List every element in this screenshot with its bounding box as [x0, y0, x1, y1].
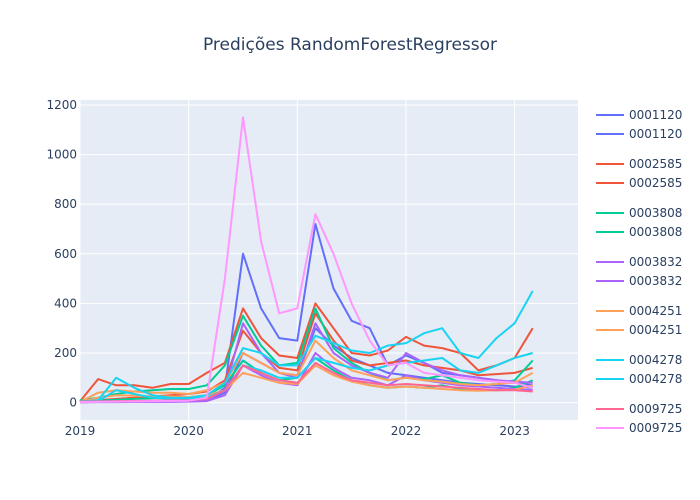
legend-label: 0002585 [629, 176, 682, 190]
series-line-0003808-4 [79, 307, 534, 402]
y-tick-label: 1200 [46, 98, 77, 112]
legend-item[interactable]: 0003808 [596, 225, 682, 239]
legend-label: 0009725 [629, 402, 682, 416]
series-line-0002585-2 [79, 302, 534, 403]
legend-item[interactable]: 0003832 [596, 255, 682, 269]
legend-label: 0004278 [629, 353, 682, 367]
x-tick-label: 2021 [282, 424, 313, 438]
series-line-0009725-13 [79, 116, 533, 404]
legend-item[interactable]: 0009725 [596, 421, 682, 435]
legend-item[interactable]: 0009725 [596, 402, 682, 416]
y-tick-label: 200 [54, 346, 77, 360]
legend-item[interactable]: 0004278 [596, 353, 682, 367]
x-axis-ticks: 2019 2020 2021 2022 2023 [65, 424, 530, 438]
legend-item[interactable]: 0002585 [596, 176, 682, 190]
legend-label: 0001120 [629, 127, 682, 141]
chart-title: Predições RandomForestRegressor [203, 35, 497, 55]
x-tick-label: 2023 [499, 424, 530, 438]
legend-item[interactable]: 0004278 [596, 372, 682, 386]
legend-label: 0003808 [629, 225, 682, 239]
x-tick-label: 2020 [173, 424, 204, 438]
legend-label: 0004251 [629, 323, 682, 337]
legend-label: 0003808 [629, 206, 682, 220]
series-line-0004251-8 [79, 339, 534, 403]
x-tick-label: 2022 [391, 424, 422, 438]
y-tick-label: 800 [54, 197, 77, 211]
y-tick-label: 600 [54, 247, 77, 261]
y-tick-label: 400 [54, 296, 77, 310]
legend-label: 0003832 [629, 255, 682, 269]
x-tick-label: 2019 [65, 424, 96, 438]
y-axis-ticks: 0 200 400 600 800 1000 1200 [46, 98, 77, 410]
legend-item[interactable]: 0001120 [596, 108, 682, 122]
legend: 0001120 0001120 0002585 0002585 0003808 00038… [596, 108, 682, 435]
legend-item[interactable]: 0004251 [596, 323, 682, 337]
series-line-0004278-10 [79, 290, 534, 403]
legend-item[interactable]: 0001120 [596, 127, 682, 141]
y-tick-label: 1000 [46, 148, 77, 162]
series-lines [79, 116, 534, 404]
legend-label: 0009725 [629, 421, 682, 435]
legend-label: 0004278 [629, 372, 682, 386]
series-line-0004278-11 [79, 352, 533, 403]
y-tick-label: 0 [69, 396, 77, 410]
legend-item[interactable]: 0003808 [596, 206, 682, 220]
legend-item[interactable]: 0003832 [596, 274, 682, 288]
legend-item[interactable]: 0004251 [596, 304, 682, 318]
legend-item[interactable]: 0002585 [596, 157, 682, 171]
legend-label: 0003832 [629, 274, 682, 288]
legend-label: 0004251 [629, 304, 682, 318]
legend-label: 0001120 [629, 108, 682, 122]
legend-label: 0002585 [629, 157, 682, 171]
